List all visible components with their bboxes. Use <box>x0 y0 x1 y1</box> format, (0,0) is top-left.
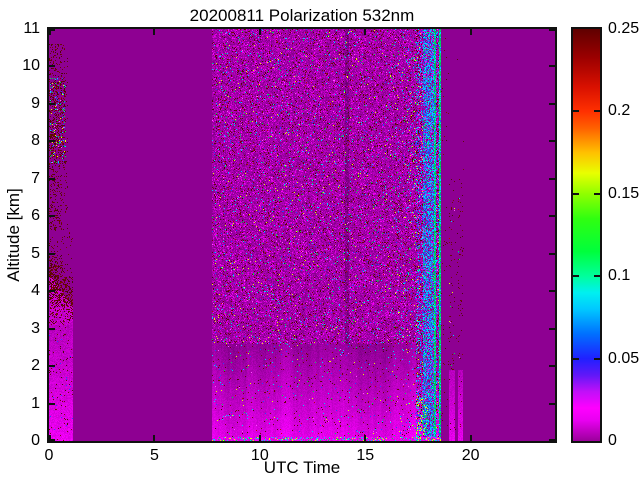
y-tick-label: 11 <box>23 20 40 37</box>
y-tick-label: 3 <box>31 319 40 337</box>
colorbar-tick-mark <box>594 192 600 195</box>
colorbar-tick-mark <box>594 275 600 278</box>
colorbar-gradient <box>573 29 600 441</box>
y-tick-label: 0 <box>31 432 40 449</box>
x-tick-label: 20 <box>461 447 480 464</box>
y-tick-label: 2 <box>31 357 40 375</box>
chart-title: 20200811 Polarization 532nm <box>189 6 415 25</box>
colorbar-tick-mark <box>594 110 600 113</box>
colorbar-tick-mark <box>573 192 579 195</box>
y-tick-label: 8 <box>31 132 40 150</box>
colorbar-tick-label: 0.25 <box>608 20 640 37</box>
y-tick-label: 4 <box>31 282 40 300</box>
colorbar-tick-label: 0.15 <box>608 184 640 202</box>
x-tick-label: 10 <box>250 447 269 464</box>
y-tick-label: 9 <box>31 94 40 112</box>
colorbar-tick-label: 0.2 <box>608 102 631 120</box>
x-tick-label: 5 <box>149 447 159 464</box>
colorbar-tick-mark <box>573 275 579 278</box>
y-tick-label: 6 <box>31 207 40 225</box>
y-axis-label: Altitude [km] <box>4 188 23 282</box>
colorbar-tick-label: 0 <box>608 432 617 449</box>
colorbar-tick-mark <box>573 110 579 113</box>
y-tick-label: 10 <box>22 57 40 75</box>
colorbar-tick-label: 0.1 <box>608 267 631 285</box>
colorbar-tick-label: 0.05 <box>608 349 640 367</box>
x-tick-label: 15 <box>356 447 375 464</box>
y-tick-label: 1 <box>31 394 40 412</box>
colorbar-tick-mark <box>573 357 579 360</box>
x-tick-label: 0 <box>44 447 54 464</box>
x-axis-label: UTC Time <box>263 458 341 477</box>
heatmap-canvas <box>49 29 555 441</box>
y-tick-label: 5 <box>31 244 40 262</box>
colorbar-tick-mark <box>594 357 600 360</box>
y-tick-label: 7 <box>31 169 40 187</box>
colorbar <box>571 27 602 443</box>
